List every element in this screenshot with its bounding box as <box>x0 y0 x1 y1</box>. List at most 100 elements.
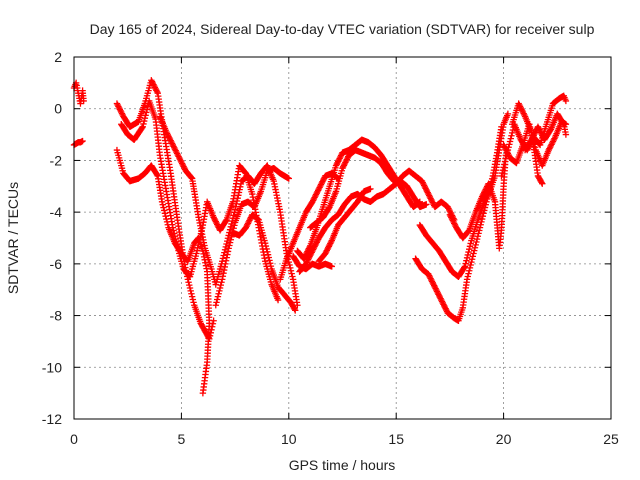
data-point <box>153 87 160 94</box>
data-point <box>188 174 195 181</box>
data-point <box>171 146 179 153</box>
data-point <box>536 127 544 135</box>
data-point <box>150 81 157 88</box>
data-point <box>551 135 558 142</box>
data-point <box>225 232 232 239</box>
data-point <box>481 189 488 196</box>
data-point <box>463 276 471 283</box>
data-point <box>423 201 430 208</box>
data-point <box>149 79 156 87</box>
data-point <box>336 155 343 162</box>
data-point <box>539 180 546 187</box>
data-point <box>266 257 273 264</box>
chart-title: Day 165 of 2024, Sidereal Day-to-day VTE… <box>90 21 595 37</box>
data-point <box>443 306 450 314</box>
data-point <box>116 106 124 113</box>
series-arc7 <box>212 164 292 309</box>
data-point <box>516 103 524 110</box>
data-point <box>425 272 433 279</box>
data-point <box>306 253 313 260</box>
data-point <box>517 104 524 112</box>
data-point <box>312 240 320 247</box>
data-point <box>140 117 148 125</box>
data-point <box>434 289 441 297</box>
data-point <box>440 302 448 310</box>
x-tick-label: 5 <box>178 431 186 447</box>
data-point <box>473 235 481 243</box>
data-point <box>223 240 230 248</box>
data-point <box>312 191 320 198</box>
data-point <box>325 204 333 212</box>
data-point <box>501 143 508 150</box>
data-point <box>246 217 253 224</box>
data-point <box>218 279 225 286</box>
data-point <box>545 146 552 154</box>
data-point <box>536 126 543 133</box>
data-point <box>499 166 507 174</box>
data-point <box>342 157 350 165</box>
data-point <box>166 135 174 143</box>
data-point <box>179 161 187 169</box>
data-point <box>444 203 451 211</box>
y-tick-label: -4 <box>50 204 63 220</box>
data-point <box>288 270 295 277</box>
x-tick-label: 15 <box>388 431 404 447</box>
data-point <box>436 293 444 301</box>
data-point <box>340 162 348 169</box>
data-point <box>164 131 171 139</box>
data-point <box>478 215 486 223</box>
data-point <box>176 156 184 163</box>
x-axis-label: GPS time / hours <box>289 457 396 473</box>
data-point <box>470 250 477 257</box>
data-point <box>435 292 443 299</box>
x-tick-label: 20 <box>496 431 512 447</box>
data-point <box>163 130 171 137</box>
data-point <box>222 243 229 251</box>
data-point <box>507 135 514 142</box>
data-point <box>171 230 178 237</box>
data-point <box>216 284 224 292</box>
data-point <box>186 284 194 292</box>
data-point <box>175 153 182 160</box>
data-point <box>465 270 472 277</box>
data-point <box>315 185 323 193</box>
y-axis-label: SDTVAR / TECUs <box>5 182 21 294</box>
data-point <box>314 188 321 195</box>
data-point <box>211 216 219 224</box>
data-point <box>559 119 567 127</box>
data-point <box>430 281 437 288</box>
data-point <box>309 246 317 253</box>
data-point <box>226 242 233 249</box>
data-point <box>423 187 431 195</box>
data-point <box>188 293 196 300</box>
data-point <box>115 103 122 110</box>
data-point <box>178 158 185 166</box>
y-tick-label: 2 <box>54 49 62 65</box>
data-point <box>287 267 295 274</box>
data-point <box>518 106 525 113</box>
data-point <box>170 143 177 150</box>
data-point <box>266 260 274 267</box>
data-point <box>335 156 343 164</box>
series-arc13 <box>315 185 374 265</box>
data-point <box>428 196 435 203</box>
data-point <box>324 246 331 253</box>
data-point <box>139 123 146 131</box>
data-point <box>285 258 292 266</box>
data-point <box>515 100 522 107</box>
data-point <box>537 129 545 136</box>
y-tick-label: -12 <box>42 411 62 427</box>
series-arc14 <box>289 252 335 273</box>
data-point <box>429 279 436 287</box>
data-point <box>151 84 159 91</box>
data-point <box>325 243 333 250</box>
data-point <box>317 181 325 188</box>
data-point <box>424 189 431 196</box>
data-point <box>332 162 340 169</box>
data-point <box>168 140 176 147</box>
data-point <box>243 223 250 230</box>
data-point <box>216 287 223 295</box>
data-point <box>433 286 440 294</box>
data-point <box>467 240 474 247</box>
data-point <box>314 187 322 194</box>
